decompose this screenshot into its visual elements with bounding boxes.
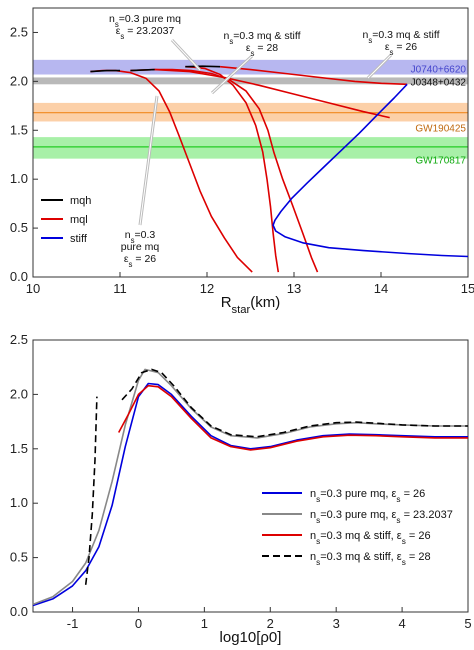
top-series-line-7 bbox=[154, 68, 390, 119]
band-3 bbox=[33, 137, 468, 159]
top-x-axis-title: Rstar(km) bbox=[221, 294, 281, 316]
top-ytick-label-0: 0.0 bbox=[10, 269, 28, 284]
annotation-0-line-1: ns=0.3 pure mq bbox=[109, 13, 181, 29]
bottom-series-line-4 bbox=[121, 368, 468, 438]
bottom-ytick-label-2: 1.0 bbox=[10, 495, 28, 510]
annotation-1-line-2: εs = 28 bbox=[246, 42, 278, 58]
top-ytick-label-3: 1.5 bbox=[10, 122, 28, 137]
band-0 bbox=[33, 59, 468, 75]
top-series-line-2 bbox=[185, 65, 280, 273]
annotation-pointer-core-0 bbox=[171, 39, 201, 71]
top-series-line-5 bbox=[185, 65, 221, 68]
annotation-pointer-core-3 bbox=[139, 95, 158, 226]
annotation-pointer-core-2 bbox=[367, 54, 392, 79]
top-xtick-label-0: 10 bbox=[26, 281, 40, 296]
bottom-series-line-2 bbox=[117, 384, 468, 451]
annotation-3-line-3: εs = 26 bbox=[124, 253, 156, 269]
annotation-3-line-2: pure mq bbox=[121, 241, 160, 253]
top-series-line-3 bbox=[90, 69, 120, 73]
bottom-ytick-label-3: 1.5 bbox=[10, 441, 28, 456]
band-label-0: J0740+6620 bbox=[411, 65, 467, 76]
top-series-line-4 bbox=[130, 68, 155, 72]
band-1 bbox=[33, 77, 468, 85]
annotation-2-line-1: ns=0.3 mq & stiff bbox=[363, 29, 440, 45]
bottom-ytick-label-4: 2.0 bbox=[10, 386, 28, 401]
top-xtick-label-3: 13 bbox=[287, 281, 301, 296]
annotation-1-line-1: ns=0.3 mq & stiff bbox=[224, 30, 301, 46]
top-ytick-label-5: 2.5 bbox=[10, 24, 28, 39]
bottom-xtick-label-5: 4 bbox=[398, 616, 405, 631]
bottom-x-axis-title: log10[ρ0] bbox=[220, 629, 282, 646]
bottom-series-line-0 bbox=[32, 382, 468, 607]
bottom-series-line-1 bbox=[32, 368, 468, 606]
bottom-ytick-label-1: 0.5 bbox=[10, 550, 28, 565]
top-ytick-label-1: 0.5 bbox=[10, 220, 28, 235]
bottom-plot-frame bbox=[32, 339, 469, 613]
bottom-xtick-label-2: 1 bbox=[201, 616, 208, 631]
annotation-0-line-2: εs = 23.2037 bbox=[116, 25, 175, 41]
top-legend-label-0: mqh bbox=[70, 195, 91, 207]
bottom-ytick-label-5: 2.5 bbox=[10, 332, 28, 347]
top-series-line-6 bbox=[220, 65, 408, 86]
bottom-ytick-label-0: 0.0 bbox=[10, 604, 28, 619]
bottom-chart: -1 0 1 2 3 4 5 0.0 0.5 1.0 1.5 2.0 2.5 log10[ρ0] ns=0.… bbox=[10, 332, 472, 646]
top-legend-label-1: mql bbox=[70, 214, 88, 226]
band-label-2: GW190425 bbox=[415, 123, 466, 134]
top-xtick-label-2: 12 bbox=[200, 281, 214, 296]
top-ytick-label-2: 1.0 bbox=[10, 171, 28, 186]
top-xtick-label-5: 15 bbox=[461, 281, 474, 296]
bottom-series-line-3 bbox=[84, 396, 98, 585]
annotation-2-line-2: εs = 26 bbox=[385, 41, 417, 57]
bottom-xtick-label-0: -1 bbox=[67, 616, 79, 631]
bottom-legend-label-1: ns=0.3 pure mq, εs = 23.2037 bbox=[310, 509, 453, 525]
bottom-xtick-label-1: 0 bbox=[135, 616, 142, 631]
annotation-pointer-core-1 bbox=[211, 55, 253, 94]
bottom-xtick-label-4: 3 bbox=[333, 616, 340, 631]
annotation-3-line-1: ns=0.3 bbox=[125, 229, 156, 245]
top-legend-label-2: stiff bbox=[70, 233, 88, 245]
top-xtick-label-1: 11 bbox=[113, 281, 127, 296]
top-plot-frame bbox=[32, 7, 469, 278]
bottom-xtick-label-6: 5 bbox=[464, 616, 471, 631]
top-series-line-8 bbox=[272, 83, 469, 258]
bottom-legend-label-3: ns=0.3 mq & stiff, εs = 28 bbox=[310, 551, 431, 567]
top-ytick-label-4: 2.0 bbox=[10, 73, 28, 88]
band-label-3: GW170817 bbox=[415, 156, 466, 167]
top-xtick-label-4: 14 bbox=[374, 281, 388, 296]
band-label-1: J0348+0432 bbox=[411, 77, 467, 88]
bottom-xtick-label-3: 2 bbox=[267, 616, 274, 631]
bottom-legend-label-0: ns=0.3 pure mq, εs = 26 bbox=[310, 488, 425, 504]
bottom-legend-label-2: ns=0.3 mq & stiff, εs = 26 bbox=[310, 530, 431, 546]
top-series-line-0 bbox=[90, 69, 253, 273]
